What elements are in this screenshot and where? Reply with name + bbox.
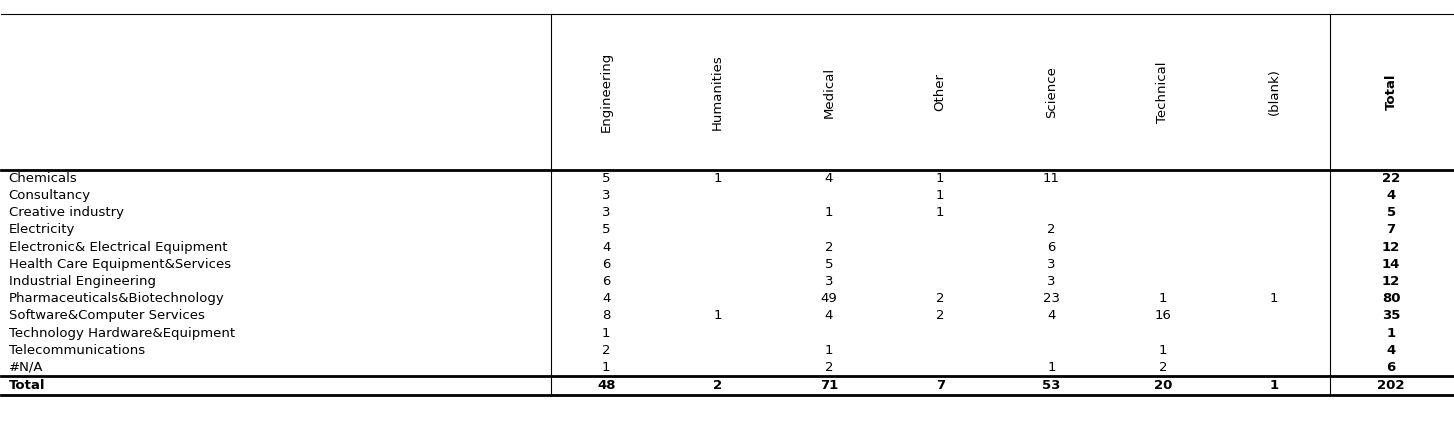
Text: 20: 20 <box>1153 379 1172 392</box>
Text: 3: 3 <box>1047 258 1056 271</box>
Text: 5: 5 <box>824 258 833 271</box>
Text: 6: 6 <box>602 275 611 288</box>
Text: 6: 6 <box>1047 241 1056 254</box>
Text: Medical: Medical <box>823 67 836 117</box>
Text: 1: 1 <box>824 344 833 357</box>
Text: #N/A: #N/A <box>9 361 44 374</box>
Text: 2: 2 <box>602 344 611 357</box>
Text: 5: 5 <box>1387 206 1396 219</box>
Text: 3: 3 <box>602 206 611 219</box>
Text: 4: 4 <box>1387 189 1396 202</box>
Text: 12: 12 <box>1383 241 1400 254</box>
Text: 5: 5 <box>602 223 611 237</box>
Text: Creative industry: Creative industry <box>9 206 124 219</box>
Text: Software&Computer Services: Software&Computer Services <box>9 310 205 322</box>
Text: 4: 4 <box>824 172 833 185</box>
Text: 2: 2 <box>936 310 945 322</box>
Text: 71: 71 <box>820 379 838 392</box>
Text: 2: 2 <box>1047 223 1056 237</box>
Text: 49: 49 <box>820 292 838 305</box>
Text: 8: 8 <box>602 310 611 322</box>
Text: 2: 2 <box>824 241 833 254</box>
Text: Chemicals: Chemicals <box>9 172 77 185</box>
Text: 80: 80 <box>1381 292 1400 305</box>
Text: 7: 7 <box>1387 223 1396 237</box>
Text: 1: 1 <box>602 326 611 340</box>
Text: Electricity: Electricity <box>9 223 76 237</box>
Text: 53: 53 <box>1043 379 1060 392</box>
Text: Science: Science <box>1045 66 1059 118</box>
Text: 35: 35 <box>1381 310 1400 322</box>
Text: 1: 1 <box>1387 326 1396 340</box>
Text: 3: 3 <box>1047 275 1056 288</box>
Text: 4: 4 <box>602 292 611 305</box>
Text: 12: 12 <box>1383 275 1400 288</box>
Text: Engineering: Engineering <box>601 52 612 132</box>
Text: 16: 16 <box>1154 310 1172 322</box>
Text: Other: Other <box>933 73 947 111</box>
Text: 1: 1 <box>714 310 721 322</box>
Text: (blank): (blank) <box>1268 69 1281 115</box>
Text: 1: 1 <box>1047 361 1056 374</box>
Text: 2: 2 <box>1159 361 1168 374</box>
Text: 3: 3 <box>824 275 833 288</box>
Text: 1: 1 <box>936 206 945 219</box>
Text: 6: 6 <box>1387 361 1396 374</box>
Text: Electronic& Electrical Equipment: Electronic& Electrical Equipment <box>9 241 227 254</box>
Text: Consultancy: Consultancy <box>9 189 90 202</box>
Text: 2: 2 <box>936 292 945 305</box>
Text: Industrial Engineering: Industrial Engineering <box>9 275 156 288</box>
Text: 1: 1 <box>936 172 945 185</box>
Text: Humanities: Humanities <box>711 54 724 130</box>
Text: 1: 1 <box>1159 292 1168 305</box>
Text: Total: Total <box>9 379 45 392</box>
Text: 1: 1 <box>714 172 721 185</box>
Text: Technology Hardware&Equipment: Technology Hardware&Equipment <box>9 326 234 340</box>
Text: 23: 23 <box>1043 292 1060 305</box>
Text: 1: 1 <box>1269 292 1278 305</box>
Text: Pharmaceuticals&Biotechnology: Pharmaceuticals&Biotechnology <box>9 292 224 305</box>
Text: 2: 2 <box>824 361 833 374</box>
Text: 22: 22 <box>1383 172 1400 185</box>
Text: 7: 7 <box>935 379 945 392</box>
Text: 5: 5 <box>602 172 611 185</box>
Text: 4: 4 <box>1387 344 1396 357</box>
Text: 4: 4 <box>1047 310 1056 322</box>
Text: Telecommunications: Telecommunications <box>9 344 145 357</box>
Text: 4: 4 <box>602 241 611 254</box>
Text: 2: 2 <box>712 379 723 392</box>
Text: 1: 1 <box>1269 379 1278 392</box>
Text: 1: 1 <box>602 361 611 374</box>
Text: Total: Total <box>1384 74 1397 110</box>
Text: 202: 202 <box>1377 379 1405 392</box>
Text: 3: 3 <box>602 189 611 202</box>
Text: 4: 4 <box>824 310 833 322</box>
Text: 11: 11 <box>1043 172 1060 185</box>
Text: 1: 1 <box>936 189 945 202</box>
Text: 48: 48 <box>598 379 615 392</box>
Text: 1: 1 <box>1159 344 1168 357</box>
Text: Technical: Technical <box>1156 61 1169 123</box>
Text: 14: 14 <box>1381 258 1400 271</box>
Text: Health Care Equipment&Services: Health Care Equipment&Services <box>9 258 231 271</box>
Text: 1: 1 <box>824 206 833 219</box>
Text: 6: 6 <box>602 258 611 271</box>
